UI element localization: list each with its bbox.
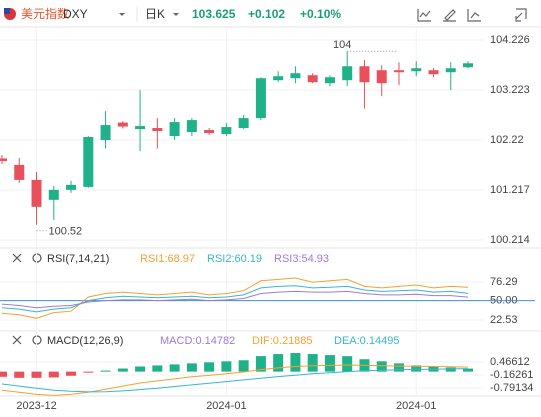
histogram-bar xyxy=(186,363,197,372)
symbol-name[interactable]: 美元指数 xyxy=(21,6,69,21)
histogram-bar xyxy=(0,371,7,377)
histogram-bar xyxy=(376,361,387,372)
y-tick-label: -0.79134 xyxy=(490,382,533,394)
candle-body xyxy=(445,68,456,73)
candle-body xyxy=(411,68,422,72)
candle-body xyxy=(204,130,215,134)
candle-body xyxy=(393,70,404,73)
price: 103.625 xyxy=(192,7,236,21)
toolbar: 美元指数 DXY 日K 103.625 +0.102 +0.10% xyxy=(4,6,527,22)
x-tick-label: 2023-12 xyxy=(16,400,56,412)
candle-body xyxy=(307,75,318,83)
max-label: 104 xyxy=(333,39,351,51)
y-tick-label: 104.226 xyxy=(490,34,530,46)
change-pct: +0.10% xyxy=(300,7,341,21)
candle-body xyxy=(100,125,111,141)
candle-body xyxy=(66,184,77,190)
histogram-bar xyxy=(307,354,318,372)
panel-title: RSI(7,14,21) xyxy=(47,253,109,265)
y-tick-label: 22.53 xyxy=(490,314,518,326)
legend-entry: MACD:0.14782 xyxy=(160,335,235,347)
histogram-bar xyxy=(290,353,301,372)
candle-body xyxy=(0,158,7,161)
histogram-bar xyxy=(238,360,249,372)
candle-body xyxy=(463,63,474,68)
candle-body xyxy=(324,77,335,84)
candle-body xyxy=(48,189,59,200)
candle-body xyxy=(342,66,353,81)
candle-body xyxy=(290,73,301,79)
histogram-bar xyxy=(463,368,474,372)
histogram-bar xyxy=(393,363,404,372)
y-tick-label: -0.16261 xyxy=(490,369,533,381)
histogram-bar xyxy=(204,362,215,372)
close-icon[interactable] xyxy=(12,253,22,263)
histogram-bar xyxy=(273,354,284,372)
candle-body xyxy=(238,118,249,129)
candle-body xyxy=(255,78,266,119)
histogram-bar xyxy=(14,371,25,378)
candle-body xyxy=(152,128,163,132)
candle-body xyxy=(83,137,94,187)
histogram-bar xyxy=(342,356,353,372)
candle-body xyxy=(376,70,387,84)
legend-entry: RSI2:60.19 xyxy=(207,253,262,265)
panel-title: MACD(12,26,9) xyxy=(47,335,123,347)
change: +0.102 xyxy=(248,7,285,21)
flag-icon-canton xyxy=(4,8,10,14)
y-tick-label: 101.217 xyxy=(490,184,530,196)
legend-entry: RSI1:68.97 xyxy=(140,253,195,265)
legend-entry: DEA:0.14495 xyxy=(334,335,399,347)
histogram-bar xyxy=(31,371,42,378)
histogram-bar xyxy=(169,364,180,372)
histogram-bar xyxy=(66,371,77,376)
histogram-bar xyxy=(135,366,146,372)
candle-body xyxy=(428,70,439,75)
histogram-bar xyxy=(255,356,266,372)
close-icon[interactable] xyxy=(12,335,22,345)
histogram-bar xyxy=(100,370,111,372)
histogram-bar xyxy=(152,365,163,372)
tool-icon[interactable] xyxy=(515,8,527,22)
histogram-bar xyxy=(221,361,232,372)
histogram-bar xyxy=(445,367,456,372)
y-tick-label: 0.46612 xyxy=(490,356,530,368)
x-tick-label: 2024-01 xyxy=(206,400,246,412)
candle-body xyxy=(31,179,42,207)
candle-body xyxy=(169,122,180,137)
dropdown-arrow[interactable] xyxy=(173,13,179,16)
legend-entry: DIF:0.21885 xyxy=(252,335,313,347)
symbol-code[interactable]: DXY xyxy=(63,7,88,21)
candle-body xyxy=(221,127,232,135)
y-tick-label: 102.22 xyxy=(490,134,524,146)
tool-icon[interactable] xyxy=(467,9,481,22)
histogram-bar xyxy=(48,371,59,378)
period[interactable]: 日K xyxy=(145,7,165,21)
dropdown-arrow[interactable] xyxy=(119,13,125,16)
tool-icon[interactable] xyxy=(417,9,431,22)
y-tick-label: 103.223 xyxy=(490,84,530,96)
legend-entry: RSI3:54.93 xyxy=(274,253,329,265)
candle-body xyxy=(135,126,146,130)
min-label: 100.52 xyxy=(49,226,83,238)
tool-icon[interactable] xyxy=(443,9,456,22)
candle-body xyxy=(273,76,284,81)
candle-body xyxy=(359,66,370,83)
candle-body xyxy=(14,164,25,180)
histogram-bar xyxy=(324,355,335,372)
x-tick-label: 2024-01 xyxy=(396,400,436,412)
indicator-line xyxy=(1,364,469,396)
histogram-bar xyxy=(117,368,128,372)
histogram-bar xyxy=(83,371,94,373)
histogram-bar xyxy=(411,365,422,372)
y-tick-label: 100.214 xyxy=(490,234,530,246)
indicator-line xyxy=(1,368,469,393)
y-tick-label: 76.29 xyxy=(490,276,518,288)
candle-body xyxy=(186,120,197,133)
indicator-line xyxy=(1,290,469,309)
candle-body xyxy=(117,122,128,127)
